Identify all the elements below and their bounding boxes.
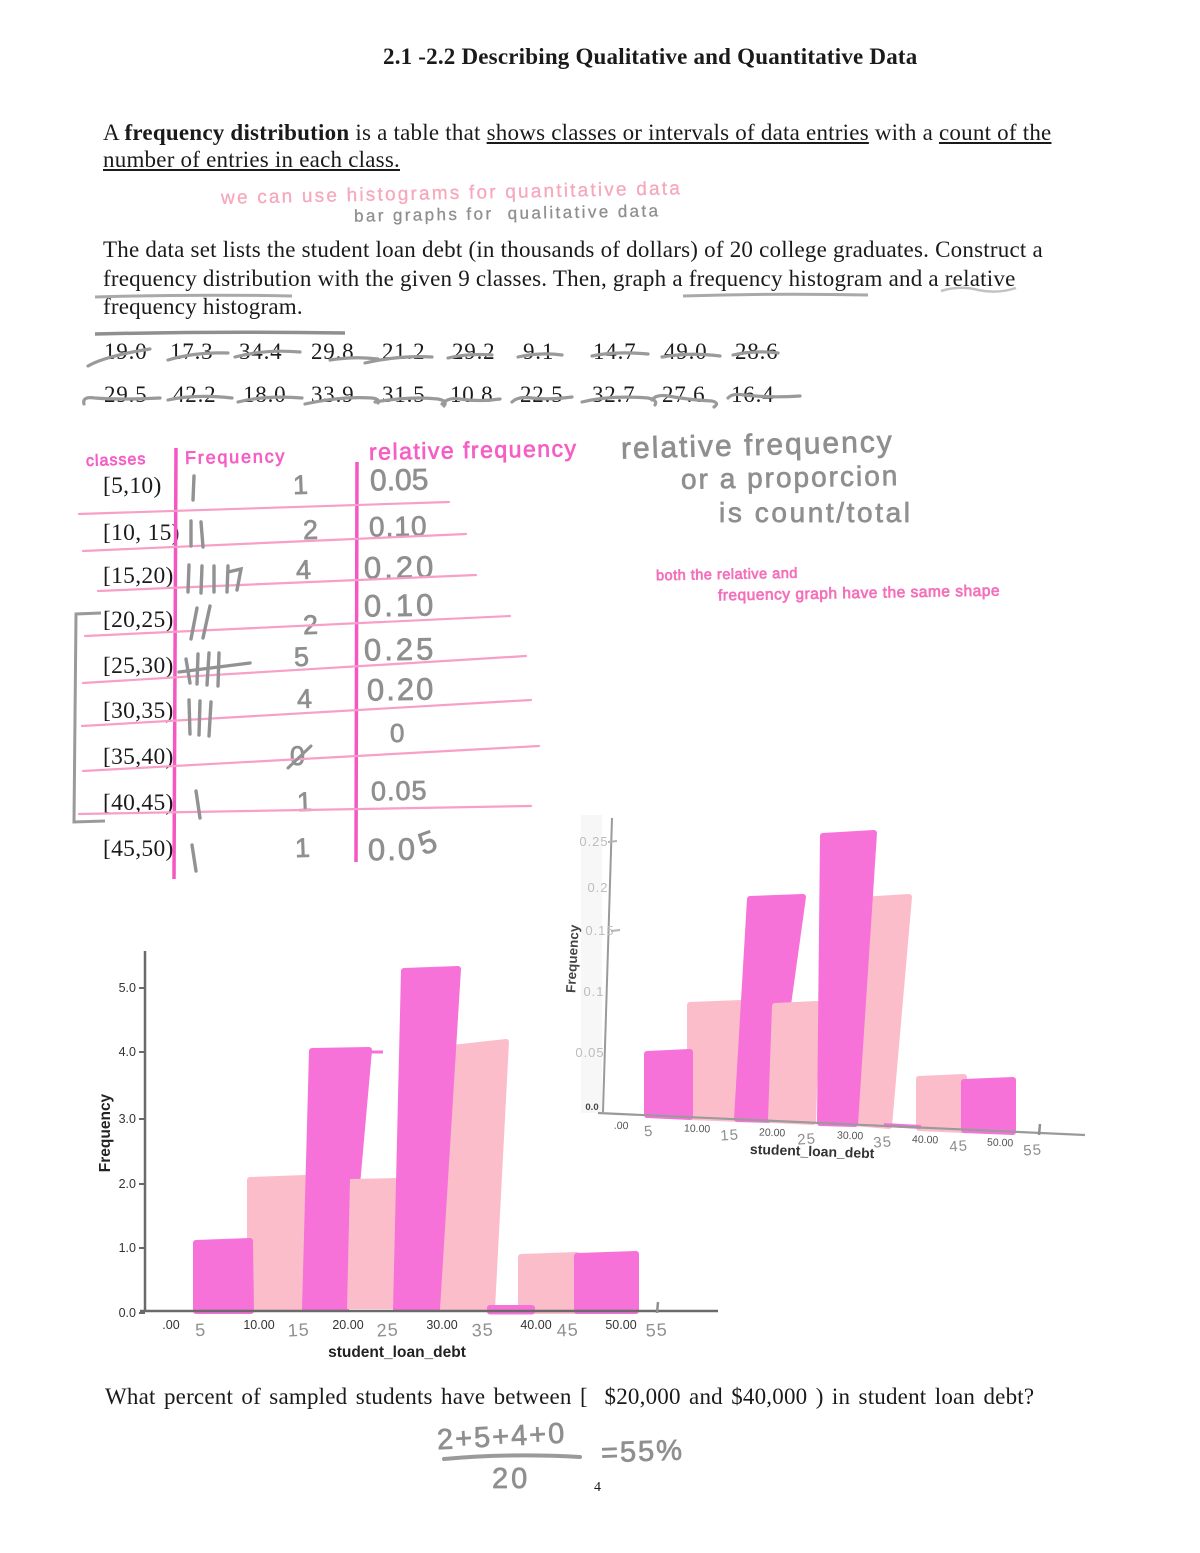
svg-text:.00: .00 xyxy=(614,1120,629,1133)
svg-text:55: 55 xyxy=(645,1319,668,1340)
svg-text:4.0: 4.0 xyxy=(119,1045,136,1059)
svg-text:20.00: 20.00 xyxy=(332,1318,363,1332)
svg-text:55: 55 xyxy=(1023,1141,1043,1159)
svg-text:0.0: 0.0 xyxy=(119,1306,136,1320)
svg-text:5: 5 xyxy=(643,1123,654,1141)
svg-text:Frequency: Frequency xyxy=(563,924,582,993)
svg-text:45: 45 xyxy=(556,1319,579,1340)
svg-text:0.1: 0.1 xyxy=(583,984,604,999)
svg-text:15: 15 xyxy=(287,1319,310,1340)
svg-text:0.0: 0.0 xyxy=(585,1102,598,1113)
svg-text:20.00: 20.00 xyxy=(759,1127,786,1140)
svg-text:30.00: 30.00 xyxy=(426,1318,457,1332)
svg-text:0.25: 0.25 xyxy=(579,834,608,849)
svg-text:10.00: 10.00 xyxy=(243,1318,274,1332)
svg-text:30.00: 30.00 xyxy=(837,1130,864,1143)
svg-text:45: 45 xyxy=(949,1137,969,1155)
svg-text:35: 35 xyxy=(873,1133,893,1151)
svg-text:0.05: 0.05 xyxy=(575,1045,604,1060)
svg-text:35: 35 xyxy=(471,1319,494,1340)
svg-text:50.00: 50.00 xyxy=(605,1318,636,1332)
svg-text:Frequency: Frequency xyxy=(97,1093,114,1172)
svg-text:3.0: 3.0 xyxy=(119,1112,136,1126)
svg-text:2.0: 2.0 xyxy=(119,1177,136,1191)
svg-text:5: 5 xyxy=(195,1320,207,1341)
svg-text:40.00: 40.00 xyxy=(520,1318,551,1332)
svg-text:40.00: 40.00 xyxy=(912,1134,939,1147)
svg-text:50.00: 50.00 xyxy=(987,1137,1014,1150)
svg-text:.00: .00 xyxy=(162,1318,179,1332)
svg-text:25: 25 xyxy=(376,1319,399,1340)
svg-text:25: 25 xyxy=(797,1130,817,1148)
svg-text:10.00: 10.00 xyxy=(684,1123,711,1136)
svg-text:student_loan_debt: student_loan_debt xyxy=(328,1344,466,1361)
svg-text:1.0: 1.0 xyxy=(119,1241,136,1255)
svg-text:0.15: 0.15 xyxy=(585,923,614,938)
svg-text:5.0: 5.0 xyxy=(119,981,136,995)
svg-text:0.2: 0.2 xyxy=(587,880,608,895)
svg-text:student_loan_debt: student_loan_debt xyxy=(750,1141,875,1161)
svg-text:15: 15 xyxy=(720,1126,740,1144)
